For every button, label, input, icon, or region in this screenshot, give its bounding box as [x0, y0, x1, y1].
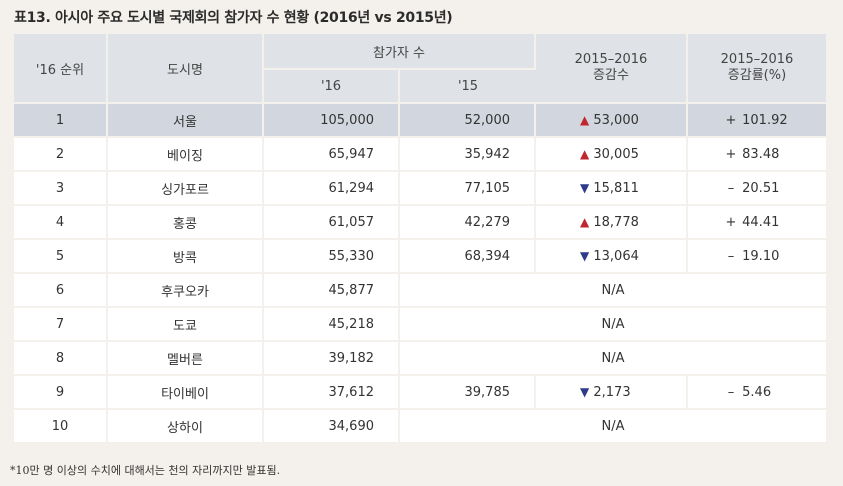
table-row: 5 방콕 55,330 68,394 ▼ 13,064– 19.10 — [14, 240, 826, 272]
cell-change: ▼ 15,811 — [536, 172, 688, 204]
rate-value: 5.46 — [742, 384, 772, 400]
rate-value: 101.92 — [742, 112, 788, 128]
cell-city: 싱가포르 — [108, 172, 264, 204]
table-row: 4 홍콩 61,057 42,279 ▲ 18,778 + 44.41 — [14, 206, 826, 238]
rate-value: 20.51 — [742, 180, 780, 196]
down-triangle-icon: ▼ — [580, 180, 590, 195]
cell-2016: 55,330 — [264, 240, 400, 272]
cell-rank: 6 — [14, 274, 108, 306]
header-change: 2015–2016 증감수 — [536, 34, 688, 102]
cell-city: 방콕 — [108, 240, 264, 272]
down-triangle-icon: ▼ — [580, 384, 590, 399]
cell-2016: 45,877 — [264, 274, 400, 306]
cell-na: N/A — [400, 274, 826, 306]
participants-table: '16 순위 도시명 참가자 수 2015–2016 증감수 2015–2016… — [14, 32, 826, 444]
cell-rate: + 101.92 — [688, 104, 826, 136]
cell-na: N/A — [400, 308, 826, 340]
change-value: 30,005 — [593, 146, 639, 162]
cell-rank: 9 — [14, 376, 108, 408]
cell-2016: 34,690 — [264, 410, 400, 442]
table-title: 표13. 아시아 주요 도시별 국제회의 참가자 수 현황 (2016년 vs … — [14, 10, 453, 26]
header-2016: '16 — [264, 70, 400, 102]
rate-sign: + — [725, 214, 737, 230]
cell-2015: 68,394 — [400, 240, 536, 272]
cell-na: N/A — [400, 410, 826, 442]
header-city: 도시명 — [108, 34, 264, 102]
table-row: 10 상하이 34,690 N/A — [14, 410, 826, 442]
change-value: 18,778 — [593, 214, 639, 230]
cell-2015: 52,000 — [400, 104, 536, 136]
cell-rank: 7 — [14, 308, 108, 340]
rate-value: 19.10 — [742, 248, 780, 264]
cell-city: 타이베이 — [108, 376, 264, 408]
cell-rate: – 5.46 — [688, 376, 826, 408]
table-row: 7 도쿄 45,218 N/A — [14, 308, 826, 340]
header-participants: 참가자 수 — [264, 34, 536, 68]
table-row: 6 후쿠오카 45,877 N/A — [14, 274, 826, 306]
up-triangle-icon: ▲ — [580, 214, 590, 229]
cell-rank: 3 — [14, 172, 108, 204]
table-row: 8 멜버른 39,182 N/A — [14, 342, 826, 374]
table-row: 3 싱가포르 61,294 77,105 ▼ 15,811– 20.51 — [14, 172, 826, 204]
cell-2016: 65,947 — [264, 138, 400, 170]
table-row: 1 서울 105,000 52,000 ▲ 53,000 + 101.92 — [14, 104, 826, 136]
cell-2016: 45,218 — [264, 308, 400, 340]
header-2015: '15 — [400, 70, 536, 102]
cell-2016: 61,057 — [264, 206, 400, 238]
rate-sign: – — [727, 384, 735, 400]
cell-2016: 39,182 — [264, 342, 400, 374]
table-body: 1 서울 105,000 52,000 ▲ 53,000 + 101.92 2 베이징 65,9… — [14, 104, 826, 442]
cell-2015: 42,279 — [400, 206, 536, 238]
cell-rank: 1 — [14, 104, 108, 136]
cell-city: 홍콩 — [108, 206, 264, 238]
cell-change: ▲ 53,000 — [536, 104, 688, 136]
cell-city: 상하이 — [108, 410, 264, 442]
cell-rate: + 44.41 — [688, 206, 826, 238]
cell-change: ▼ 2,173 — [536, 376, 688, 408]
cell-2016: 61,294 — [264, 172, 400, 204]
cell-city: 멜버른 — [108, 342, 264, 374]
cell-2016: 105,000 — [264, 104, 400, 136]
cell-2016: 37,612 — [264, 376, 400, 408]
change-value: 15,811 — [593, 180, 639, 196]
rate-sign: + — [725, 112, 737, 128]
up-triangle-icon: ▲ — [580, 112, 590, 127]
cell-city: 베이징 — [108, 138, 264, 170]
up-triangle-icon: ▲ — [580, 146, 590, 161]
cell-2015: 77,105 — [400, 172, 536, 204]
cell-rank: 4 — [14, 206, 108, 238]
header-rank: '16 순위 — [14, 34, 108, 102]
cell-change: ▼ 13,064 — [536, 240, 688, 272]
cell-change: ▲ 30,005 — [536, 138, 688, 170]
change-value: 13,064 — [593, 248, 639, 264]
change-value: 53,000 — [593, 112, 639, 128]
rate-value: 44.41 — [742, 214, 780, 230]
down-triangle-icon: ▼ — [580, 248, 590, 263]
cell-city: 서울 — [108, 104, 264, 136]
table-row: 2 베이징 65,947 35,942 ▲ 30,005 + 83.48 — [14, 138, 826, 170]
cell-city: 후쿠오카 — [108, 274, 264, 306]
cell-city: 도쿄 — [108, 308, 264, 340]
cell-change: ▲ 18,778 — [536, 206, 688, 238]
rate-value: 83.48 — [742, 146, 780, 162]
cell-2015: 39,785 — [400, 376, 536, 408]
cell-rank: 2 — [14, 138, 108, 170]
footnote: *10만 명 이상의 수치에 대해서는 천의 자리까지만 발표됨. — [10, 464, 281, 477]
cell-na: N/A — [400, 342, 826, 374]
cell-rank: 8 — [14, 342, 108, 374]
cell-rate: – 20.51 — [688, 172, 826, 204]
rate-sign: + — [725, 146, 737, 162]
cell-rank: 10 — [14, 410, 108, 442]
rate-sign: – — [727, 180, 735, 196]
change-value: 2,173 — [593, 384, 631, 400]
header-rate: 2015–2016 증감률(%) — [688, 34, 826, 102]
rate-sign: – — [727, 248, 735, 264]
cell-rate: – 19.10 — [688, 240, 826, 272]
cell-rank: 5 — [14, 240, 108, 272]
cell-rate: + 83.48 — [688, 138, 826, 170]
cell-2015: 35,942 — [400, 138, 536, 170]
table-row: 9 타이베이 37,612 39,785 ▼ 2,173– 5.46 — [14, 376, 826, 408]
